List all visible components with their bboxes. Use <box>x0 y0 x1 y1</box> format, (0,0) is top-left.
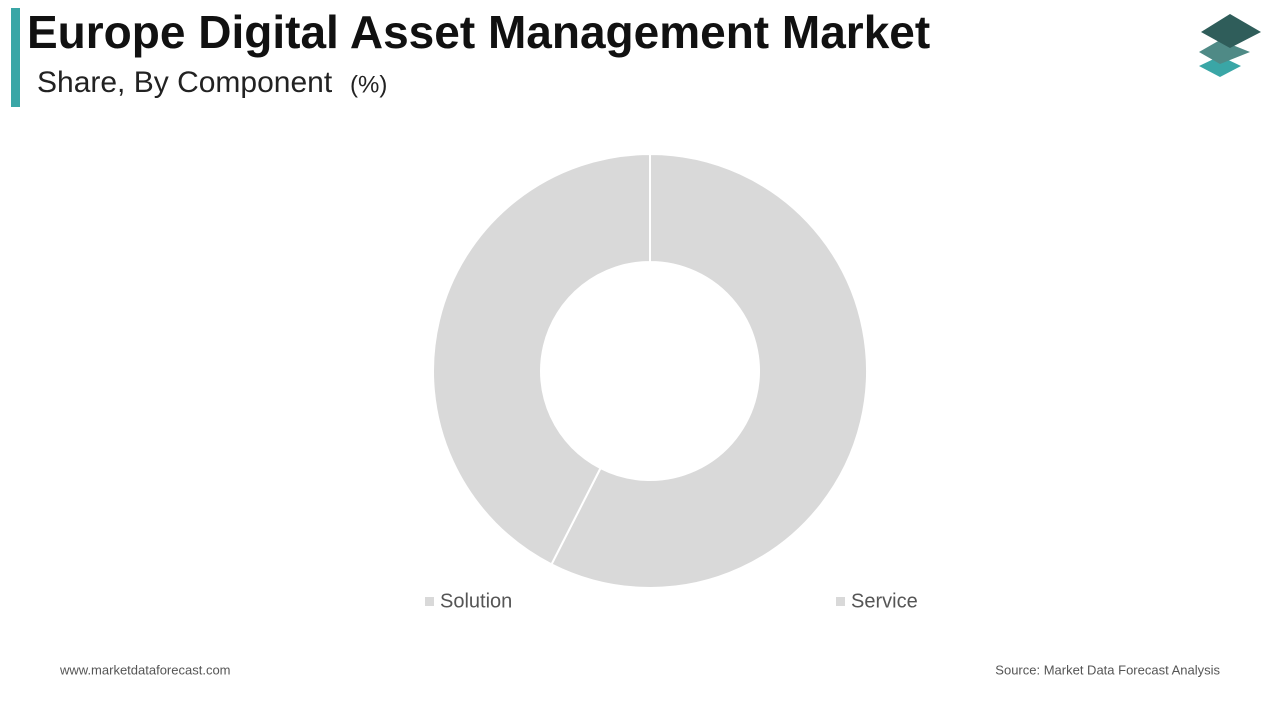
footer-left: www.marketdataforecast.com <box>59 662 231 677</box>
unit-label: (%) <box>350 71 387 98</box>
donut-slice <box>550 152 868 589</box>
chart-subtitle: Share, By Component <box>37 66 333 99</box>
donut-slice <box>432 152 651 566</box>
legend-label: Service <box>851 590 918 612</box>
chart-title: Europe Digital Asset Management Market <box>27 6 930 58</box>
logo <box>1199 14 1261 77</box>
legend-swatch <box>425 597 434 606</box>
legend-swatch <box>836 597 845 606</box>
footer-right: Source: Market Data Forecast Analysis <box>995 662 1220 677</box>
legend-label: Solution <box>440 590 512 612</box>
title-accent <box>11 8 20 107</box>
